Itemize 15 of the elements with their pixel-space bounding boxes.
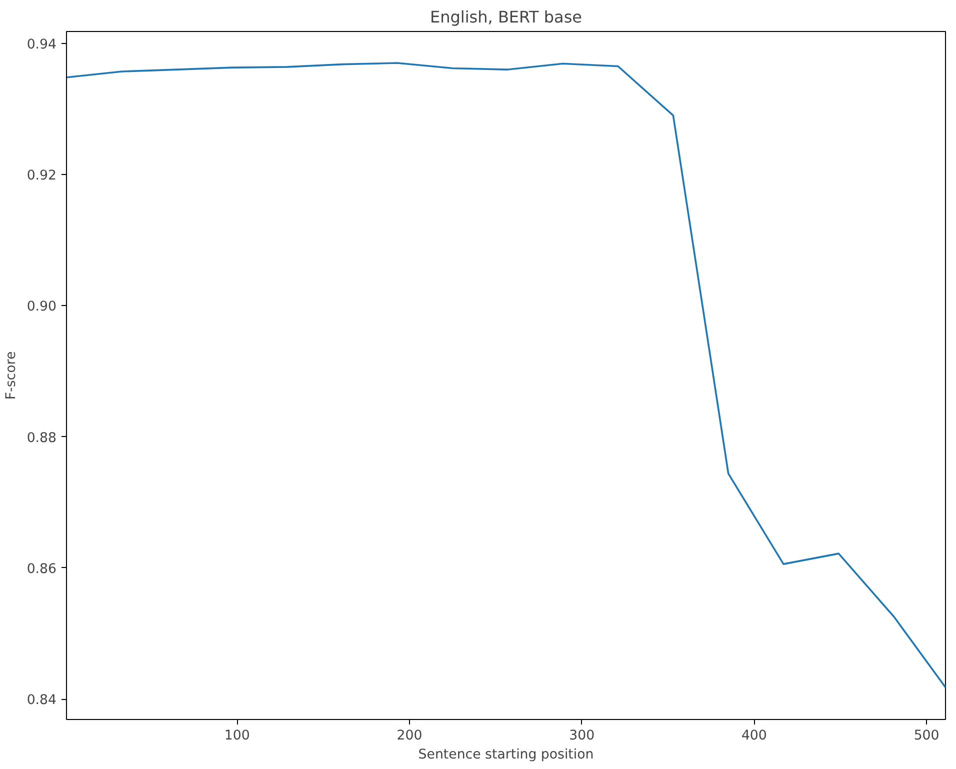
line-series [66, 62, 946, 688]
y-axis-title: F-score [4, 351, 19, 400]
x-axis-title: Sentence starting position [418, 748, 594, 762]
x-tick-label: 400 [741, 728, 767, 744]
y-tick-label: 0.90 [26, 300, 57, 315]
x-tick-label: 200 [396, 728, 422, 744]
x-tick-label: 300 [569, 728, 595, 744]
y-tick-label: 0.84 [26, 693, 57, 708]
y-tick-label: 0.94 [26, 37, 57, 52]
y-tick-label: 0.88 [26, 430, 57, 446]
x-tick-label: 100 [224, 728, 250, 744]
y-tick-label: 0.92 [26, 168, 57, 184]
x-tick-label: 500 [914, 728, 940, 744]
chart-title: English, BERT base [430, 8, 582, 26]
y-tick-label: 0.86 [26, 562, 57, 577]
